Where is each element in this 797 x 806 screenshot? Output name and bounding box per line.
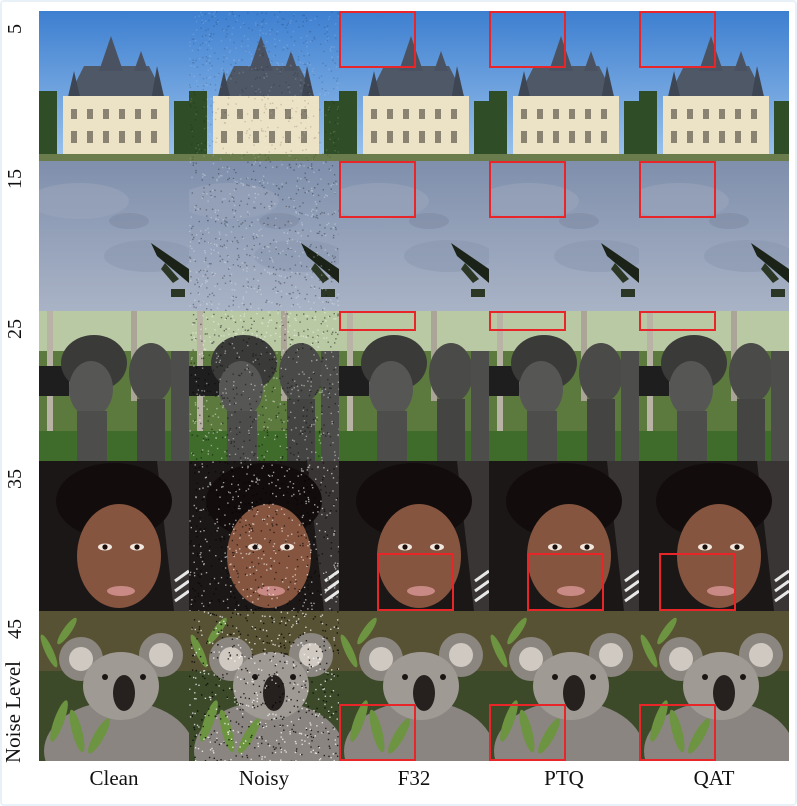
image-statues-ptq — [489, 311, 639, 461]
image-face-ptq — [489, 461, 639, 611]
image-face-clean — [39, 461, 189, 611]
image-face-f32 — [339, 461, 489, 611]
image-castle-qat — [639, 11, 789, 161]
image-castle-clean — [39, 11, 189, 161]
y-axis-title: Noise Level — [1, 660, 25, 764]
image-face-noisy — [189, 461, 339, 611]
image-statues-f32 — [339, 311, 489, 461]
image-sky-plane-clean — [39, 161, 189, 311]
image-sky-plane-qat — [639, 161, 789, 311]
row-label-5: 5 — [3, 24, 26, 34]
row-label-15: 15 — [3, 169, 26, 189]
image-koala-noisy — [189, 611, 339, 761]
col-label-f32: F32 — [397, 766, 431, 790]
row-label-35: 35 — [3, 469, 26, 489]
image-castle-f32 — [339, 11, 489, 161]
row-label-45: 45 — [3, 619, 26, 639]
image-koala-clean — [39, 611, 189, 761]
image-koala-qat — [639, 611, 789, 761]
image-sky-plane-ptq — [489, 161, 639, 311]
image-statues-qat — [639, 311, 789, 461]
image-koala-ptq — [489, 611, 639, 761]
image-castle-ptq — [489, 11, 639, 161]
col-label-clean: Clean — [89, 766, 139, 790]
col-label-qat: QAT — [693, 766, 735, 790]
image-face-qat — [639, 461, 789, 611]
col-label-noisy: Noisy — [238, 766, 290, 790]
image-castle-noisy — [189, 11, 339, 161]
image-statues-noisy — [189, 311, 339, 461]
image-grid — [39, 11, 789, 761]
image-statues-clean — [39, 311, 189, 461]
col-label-ptq: PTQ — [544, 766, 584, 790]
image-koala-f32 — [339, 611, 489, 761]
row-label-25: 25 — [3, 319, 26, 339]
image-sky-plane-f32 — [339, 161, 489, 311]
image-sky-plane-noisy — [189, 161, 339, 311]
